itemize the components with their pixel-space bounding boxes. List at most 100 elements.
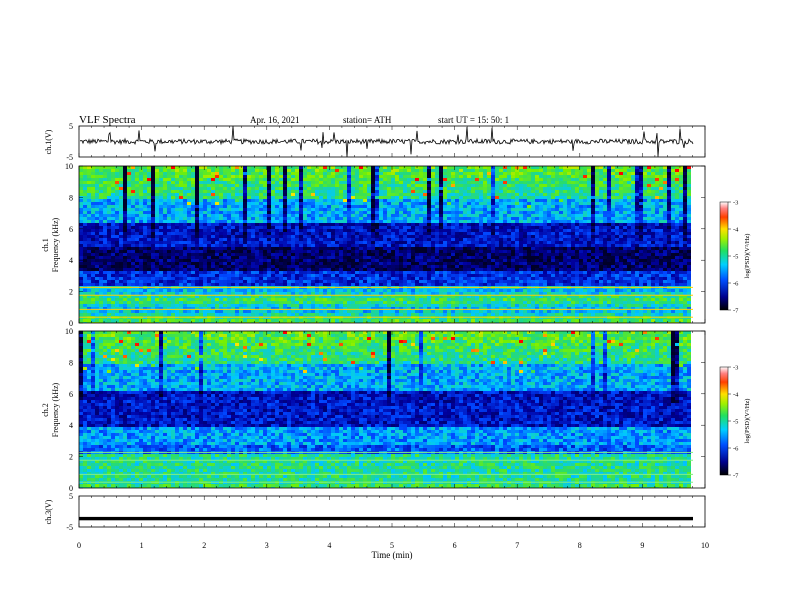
spectrogram-cell [491, 211, 495, 214]
spectrogram-cell [435, 247, 439, 250]
spectrogram-cell [79, 199, 83, 202]
spectrogram-cell [547, 193, 551, 196]
spectrogram-cell [331, 235, 335, 238]
spectrogram-cell [383, 205, 387, 208]
spectrogram-cell [303, 247, 307, 250]
spectrogram-cell [251, 184, 255, 187]
spectrogram-cell [451, 232, 455, 235]
spectrogram-cell [675, 211, 679, 214]
spectrogram-cell [311, 256, 315, 259]
spectrogram-cell [599, 166, 603, 169]
spectrogram-cell [503, 232, 507, 235]
spectrogram-cell [571, 232, 575, 235]
spectrogram-cell [359, 202, 363, 205]
spectrogram-cell [575, 235, 579, 238]
spectrogram-cell [235, 214, 239, 217]
spectrogram-cell [291, 259, 295, 262]
spectrogram-cell [299, 169, 303, 172]
spectrogram-cell [491, 169, 495, 172]
spectrogram-cell [327, 229, 331, 232]
spectrogram-cell [527, 214, 531, 217]
spectrogram-cell [119, 229, 123, 232]
spectrogram-cell [307, 169, 311, 172]
spectrogram-cell [591, 205, 595, 208]
spectrogram-cell [483, 169, 487, 172]
spectrogram-cell [595, 220, 599, 223]
spectrogram-cell [347, 166, 351, 169]
spectrogram-cell [491, 175, 495, 178]
spectrogram-cell [627, 259, 631, 262]
spectrogram-cell [599, 181, 603, 184]
spectrogram-cell [219, 193, 223, 196]
spectrogram-cell [535, 247, 539, 250]
spectrogram-cell [339, 175, 343, 178]
spectrogram-cell [347, 235, 351, 238]
spectrogram-cell [359, 205, 363, 208]
spectrogram-cell [463, 181, 467, 184]
spectrogram-cell [559, 169, 563, 172]
spectrogram-cell [239, 223, 243, 226]
spectrogram-cell [507, 232, 511, 235]
spectrogram-cell [515, 247, 519, 250]
spectrogram-cell [567, 205, 571, 208]
spectrogram-cell [103, 172, 107, 175]
spectrogram-cell [263, 220, 267, 223]
spectrogram-cell [671, 181, 675, 184]
spectrogram-cell [503, 178, 507, 181]
spectrogram-cell [331, 190, 335, 193]
spectrogram-cell [203, 256, 207, 259]
spectrogram-cell [103, 202, 107, 205]
spectrogram-cell [275, 253, 279, 256]
spectrogram-cell [447, 178, 451, 181]
spectrogram-cell [147, 214, 151, 217]
spectrogram-cell [427, 235, 431, 238]
spectrogram-cell [611, 199, 615, 202]
spectrogram-cell [619, 190, 623, 193]
spectrogram-cell [551, 196, 555, 199]
spectrogram-cell [111, 175, 115, 178]
spectrogram-cell [467, 208, 471, 211]
spectrogram-cell [383, 256, 387, 259]
spectrogram-cell [327, 259, 331, 262]
spectrogram-cell [87, 223, 91, 226]
spectrogram-cell [463, 193, 467, 196]
spectrogram-cell [343, 196, 347, 199]
spectrogram-cell [359, 226, 363, 229]
spectrogram-cell [655, 211, 659, 214]
spectrogram-cell [367, 244, 371, 247]
spectrogram-cell [451, 235, 455, 238]
spectrogram-cell [611, 175, 615, 178]
spectrogram-cell [111, 241, 115, 244]
spectrogram-cell [607, 259, 611, 262]
spectrogram-cell [379, 238, 383, 241]
spectrogram-cell [247, 226, 251, 229]
spectrogram-cell [115, 229, 119, 232]
spectrogram-cell [267, 178, 271, 181]
spectrogram-cell [543, 205, 547, 208]
spectrogram-cell [79, 208, 83, 211]
spectrogram-cell [259, 166, 263, 169]
spectrogram-cell [355, 217, 359, 220]
spectrogram-cell [623, 220, 627, 223]
spectrogram-cell [147, 241, 151, 244]
spectrogram-cell [395, 247, 399, 250]
spectrogram-cell [491, 241, 495, 244]
spectrogram-cell [343, 175, 347, 178]
spectrogram-cell [647, 247, 651, 250]
spectrogram-cell [443, 244, 447, 247]
spectrogram-cell [271, 202, 275, 205]
spectrogram-cell [575, 166, 579, 169]
spectrogram-cell [251, 172, 255, 175]
spectrogram-cell [423, 250, 427, 253]
spectrogram-cell [95, 259, 99, 262]
spectrogram-cell [95, 181, 99, 184]
spectrogram-cell [659, 220, 663, 223]
spectrogram-cell [655, 199, 659, 202]
spectrogram-cell [475, 205, 479, 208]
spectrogram-cell [235, 217, 239, 220]
spectrogram-cell [235, 223, 239, 226]
spectrogram-cell [79, 169, 83, 172]
spectrogram-cell [643, 208, 647, 211]
spectrogram-cell [239, 205, 243, 208]
spectrogram-cell [543, 166, 547, 169]
